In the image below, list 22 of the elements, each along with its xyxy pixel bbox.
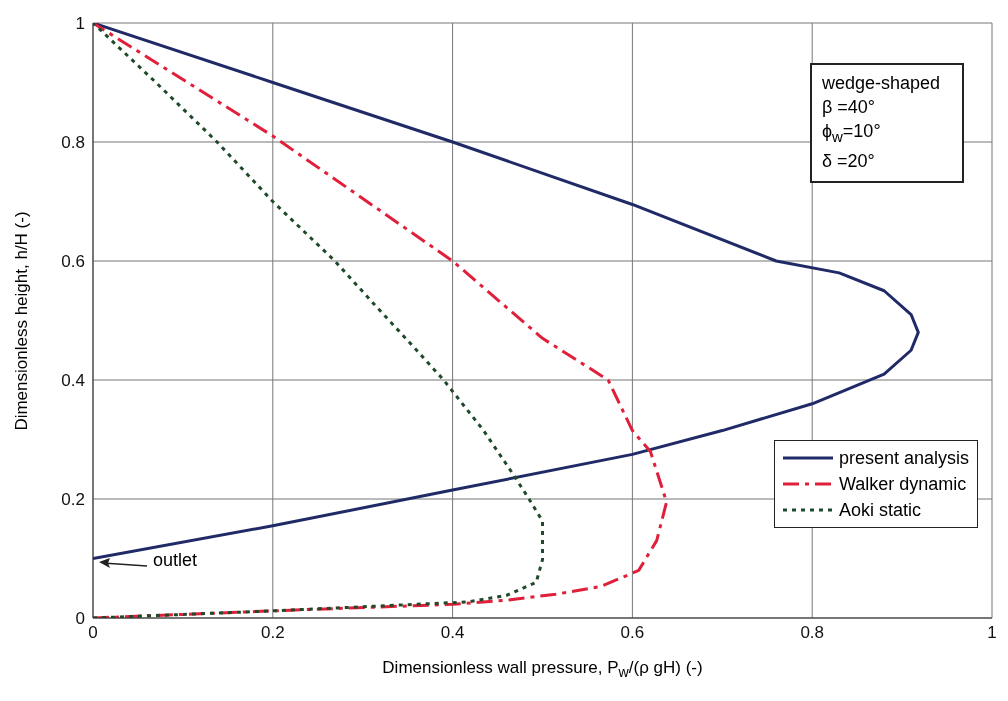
legend-label: present analysis (838, 447, 969, 470)
y-tick-label: 0.2 (61, 490, 85, 510)
annotation: ϕ$_{w}$=10° (821, 120, 882, 147)
x-tick-label: 0.2 (260, 623, 285, 643)
annotation: wedge-shaped (821, 72, 940, 95)
legend-label: Aoki static (838, 499, 921, 522)
y-axis-title: Dimensionless height, h/H (-) (12, 210, 32, 431)
y-tick-label: 1 (75, 14, 85, 34)
annotation: β =40° (821, 96, 876, 119)
annotation: outlet (153, 549, 198, 571)
x-tick-label: 0.8 (800, 623, 825, 643)
y-tick-label: 0 (75, 609, 85, 629)
x-tick-label: 1 (987, 623, 997, 643)
annotation: δ =20° (821, 149, 876, 173)
y-tick-label: 0.6 (61, 252, 85, 272)
x-tick-label: 0.6 (620, 623, 645, 643)
x-tick-label: 0 (88, 623, 98, 643)
y-tick-label: 0.4 (61, 371, 85, 391)
x-axis-title: Dimensionless wall pressure, P$_{w}$/(ρ gH) (-) (381, 658, 704, 681)
x-tick-label: 0.4 (440, 623, 465, 643)
y-tick-label: 0.8 (61, 133, 85, 153)
legend-label: Walker dynamic (838, 473, 967, 496)
